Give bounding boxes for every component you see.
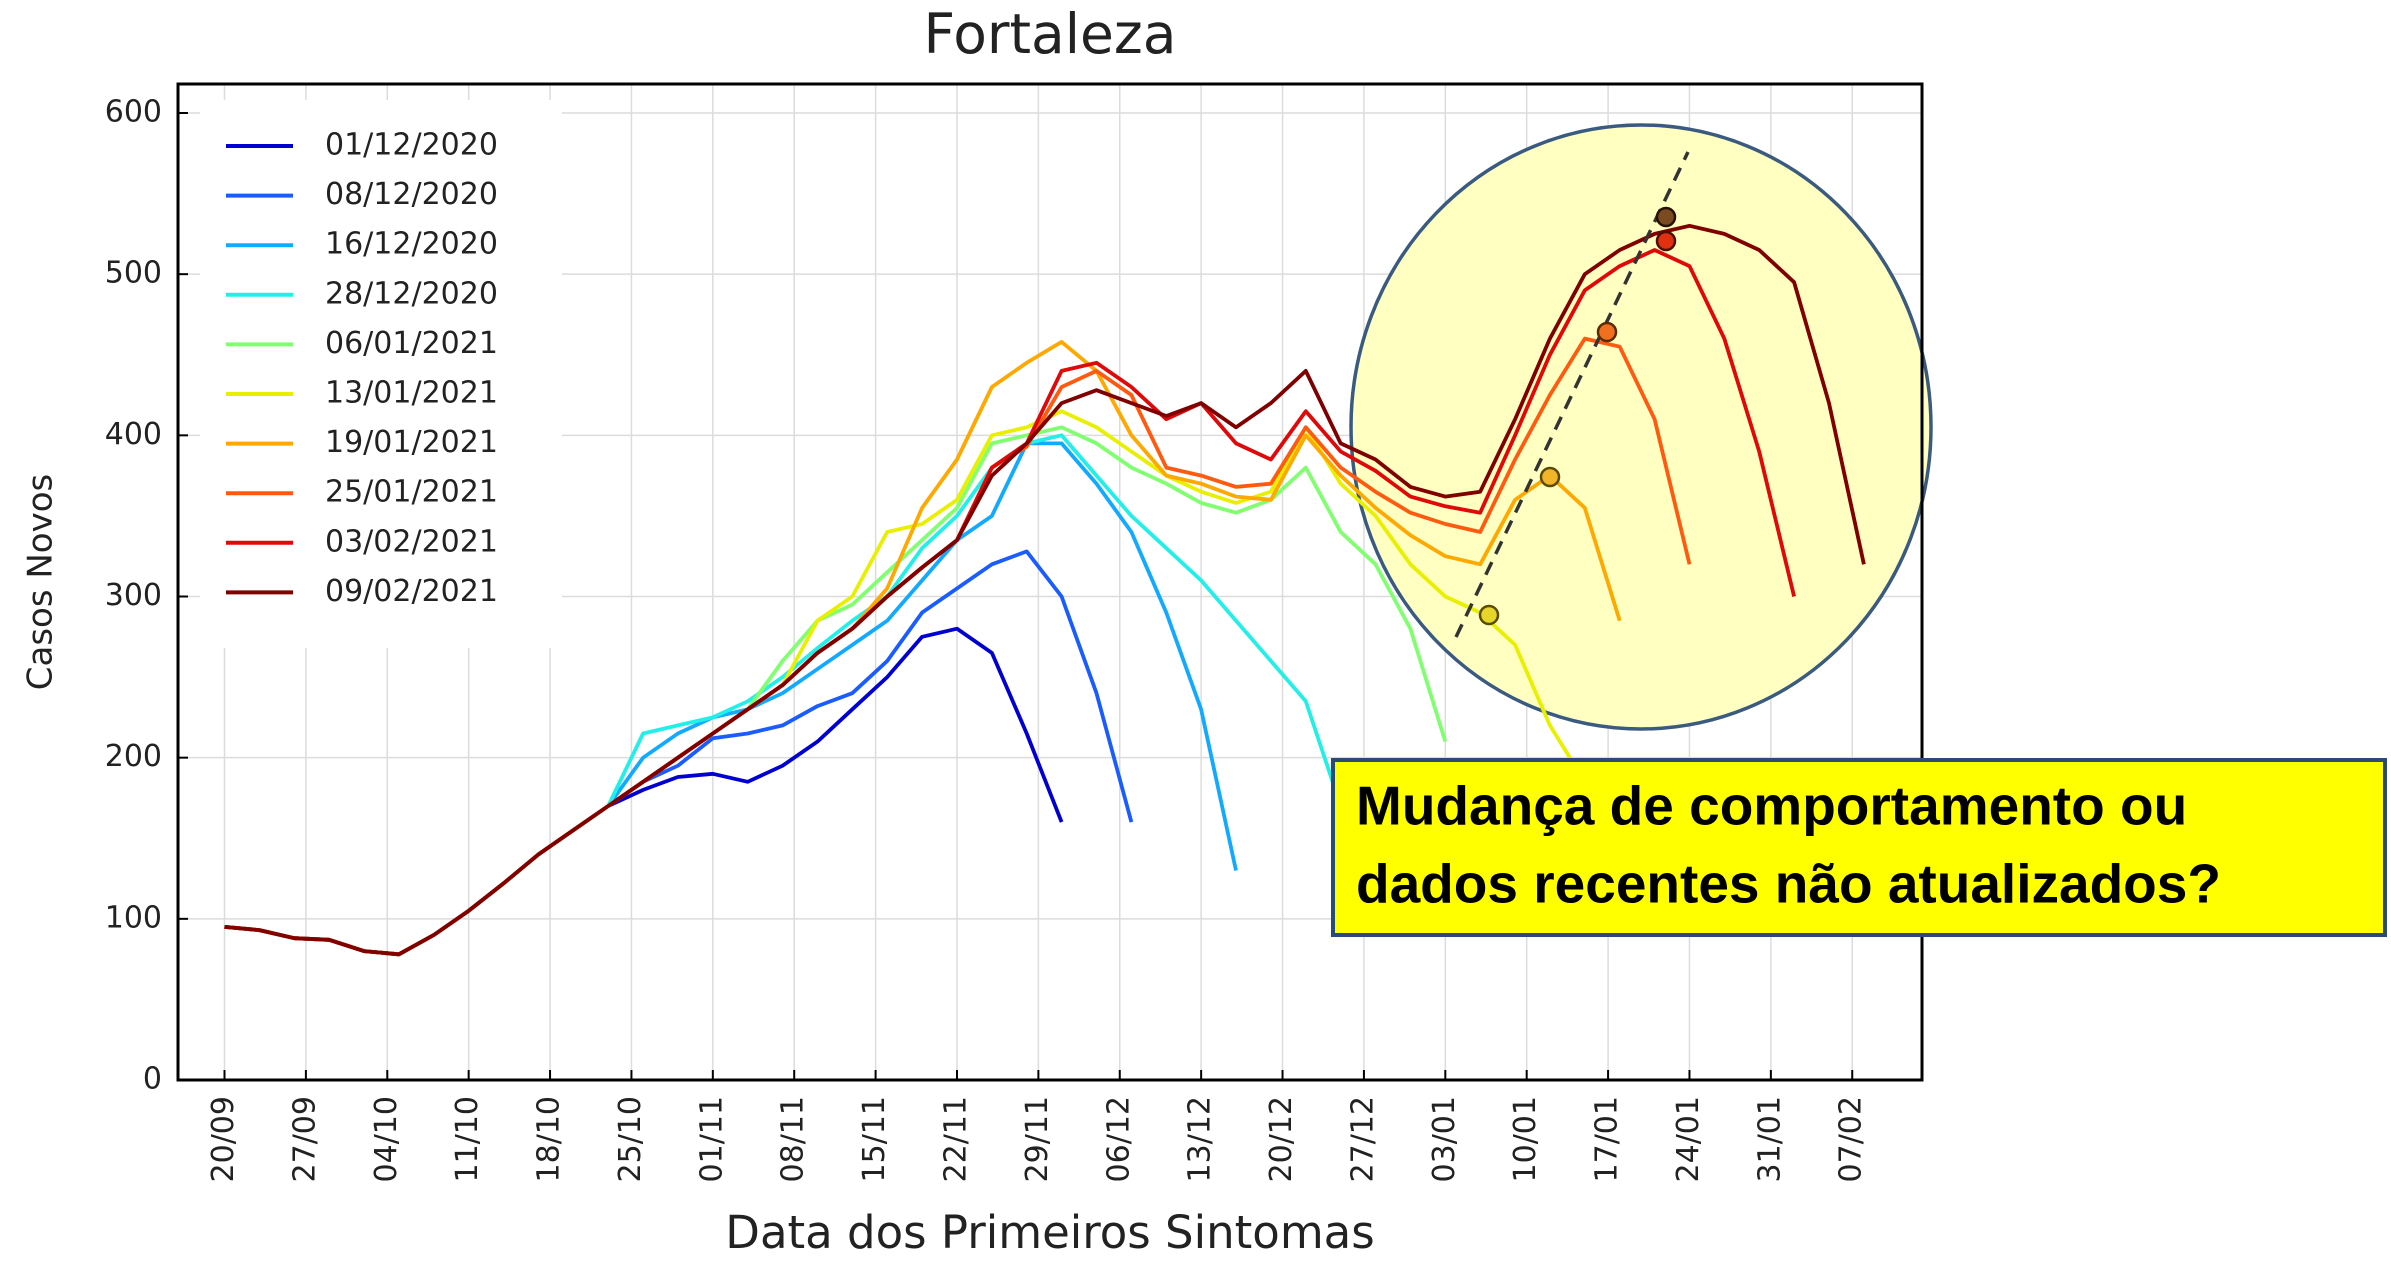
y-tick-label: 300 xyxy=(105,578,162,613)
peak-marker xyxy=(1655,230,1677,252)
x-tick-label: 10/01 xyxy=(1508,1096,1543,1182)
y-tick-label: 100 xyxy=(105,900,162,935)
annotation-text: Mudança de comportamento ou xyxy=(1356,775,2187,837)
series-line xyxy=(224,626,1064,957)
x-tick-label: 27/09 xyxy=(287,1096,322,1182)
series-line xyxy=(224,223,1866,957)
y-tick-label: 500 xyxy=(105,256,162,291)
legend-label: 06/01/2021 xyxy=(325,326,498,361)
x-tick-label: 18/10 xyxy=(532,1096,567,1182)
peak-marker xyxy=(1655,206,1677,228)
legend-background xyxy=(200,100,562,648)
plot-frame xyxy=(176,82,1924,1082)
peak-marker xyxy=(1478,604,1500,626)
peak-marker xyxy=(1539,466,1561,488)
x-tick-label: 15/11 xyxy=(857,1096,892,1182)
x-tick-label: 24/01 xyxy=(1671,1096,1706,1182)
x-tick-label: 17/01 xyxy=(1590,1096,1625,1182)
y-tick-label: 0 xyxy=(143,1062,162,1097)
x-tick-label: 25/10 xyxy=(613,1096,648,1182)
chart-title: Fortaleza xyxy=(924,2,1177,66)
annotation-text: dados recentes não atualizados? xyxy=(1356,853,2221,915)
legend-label: 16/12/2020 xyxy=(325,227,498,262)
y-tick-label: 200 xyxy=(105,739,162,774)
legend-label: 08/12/2020 xyxy=(325,177,498,212)
x-tick-label: 03/01 xyxy=(1427,1096,1462,1182)
legend-label: 19/01/2021 xyxy=(325,425,498,460)
x-tick-label: 13/12 xyxy=(1183,1096,1218,1182)
y-tick-label: 600 xyxy=(105,95,162,130)
y-axis-label: Casos Novos xyxy=(21,474,61,690)
trend-dashed-line xyxy=(1454,151,1690,638)
legend-label: 09/02/2021 xyxy=(325,574,498,609)
lines xyxy=(224,223,1866,957)
legend-label: 13/01/2021 xyxy=(325,376,498,411)
x-tick-label: 31/01 xyxy=(1752,1096,1787,1182)
x-tick-label: 11/10 xyxy=(450,1096,485,1182)
highlight-circle xyxy=(1349,123,1933,731)
x-tick-label: 22/11 xyxy=(938,1096,973,1182)
legend: 01/12/2020 08/12/2020 16/12/2020 28/12/2020… xyxy=(226,128,498,609)
x-tick-label: 29/11 xyxy=(1020,1096,1055,1182)
x-tick-label: 07/02 xyxy=(1834,1096,1869,1182)
x-tick-label: 20/09 xyxy=(206,1096,241,1182)
x-tick-label: 06/12 xyxy=(1101,1096,1136,1182)
x-tick-label: 27/12 xyxy=(1345,1096,1380,1182)
legend-label: 01/12/2020 xyxy=(325,128,498,163)
x-tick-label: 20/12 xyxy=(1264,1096,1299,1182)
y-tick-label: 400 xyxy=(105,417,162,452)
peak-marker xyxy=(1596,321,1618,343)
x-tick-label: 08/11 xyxy=(776,1096,811,1182)
annotation-box xyxy=(1331,758,2387,937)
legend-label: 25/01/2021 xyxy=(325,475,498,510)
legend-label: 03/02/2021 xyxy=(325,524,498,559)
x-axis-label: Data dos Primeiros Sintomas xyxy=(725,1206,1374,1259)
legend-label: 28/12/2020 xyxy=(325,276,498,311)
x-tick-label: 04/10 xyxy=(369,1096,404,1182)
x-tick-label: 01/11 xyxy=(694,1096,729,1182)
